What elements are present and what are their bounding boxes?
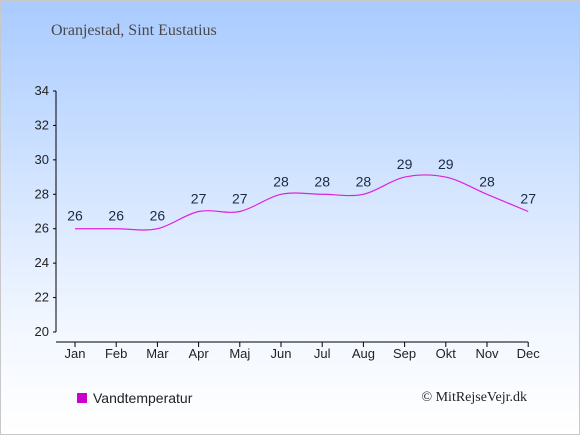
data-labels: 26 26 26 27 27 28 28 28 29 29 28 27 bbox=[67, 156, 536, 224]
y-tick-label: 30 bbox=[35, 152, 49, 167]
legend: Vandtemperatur bbox=[77, 390, 192, 406]
x-tick-label: Jan bbox=[65, 346, 86, 361]
data-label: 27 bbox=[232, 191, 248, 207]
x-tick-label: Mar bbox=[146, 346, 169, 361]
x-tick-label: Jun bbox=[271, 346, 292, 361]
x-tick-label: Okt bbox=[436, 346, 457, 361]
data-label: 27 bbox=[191, 191, 207, 207]
legend-label: Vandtemperatur bbox=[93, 390, 193, 406]
data-label: 28 bbox=[479, 173, 495, 189]
data-label: 26 bbox=[67, 208, 83, 224]
series-layer bbox=[75, 174, 529, 231]
data-label: 26 bbox=[150, 208, 166, 224]
legend-swatch bbox=[77, 393, 87, 403]
y-tick-label: 28 bbox=[35, 186, 49, 201]
y-tick-label: 32 bbox=[35, 117, 49, 132]
data-label: 28 bbox=[356, 173, 372, 189]
x-tick-label: Feb bbox=[105, 346, 127, 361]
x-tick-label: Sep bbox=[393, 346, 416, 361]
series-line-vandtemperatur bbox=[75, 174, 529, 231]
y-tick-label: 34 bbox=[35, 83, 49, 98]
data-label: 27 bbox=[520, 191, 536, 207]
chart-title: Oranjestad, Sint Eustatius bbox=[51, 22, 217, 39]
y-tick-label: 22 bbox=[35, 290, 49, 305]
y-tick-label: 20 bbox=[35, 324, 49, 339]
x-tick-label: Dec bbox=[517, 346, 541, 361]
y-tick-label: 26 bbox=[35, 221, 49, 236]
axes: 20 22 24 26 28 30 32 34 Jan Feb Mar Apr Maj Jun Jul Aug… bbox=[35, 83, 541, 361]
y-tick-label: 24 bbox=[35, 255, 49, 270]
x-tick-label: Maj bbox=[229, 346, 250, 361]
data-label: 29 bbox=[397, 156, 413, 172]
x-tick-label: Nov bbox=[475, 346, 499, 361]
data-label: 28 bbox=[314, 173, 330, 189]
x-tick-label: Jul bbox=[314, 346, 331, 361]
credit: © MitRejseVejr.dk bbox=[421, 390, 527, 405]
x-tick-label: Aug bbox=[352, 346, 375, 361]
data-label: 28 bbox=[273, 173, 289, 189]
data-label: 26 bbox=[108, 208, 124, 224]
data-label: 29 bbox=[438, 156, 454, 172]
x-tick-label: Apr bbox=[188, 346, 209, 361]
